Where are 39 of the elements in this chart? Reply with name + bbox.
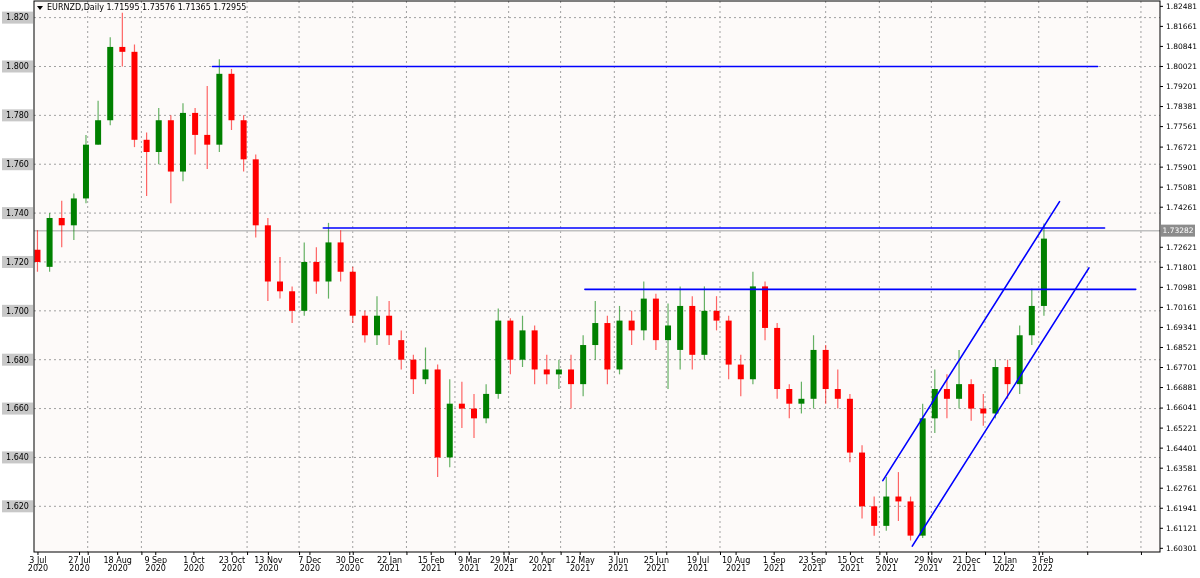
x-tick-label: 7 Dec 2020 [298, 555, 322, 574]
x-tick-label: 15 Oct 2021 [837, 555, 864, 574]
x-tick-label: 22 Jan 2021 [377, 555, 403, 574]
x-tick-label: 13 Nov 2020 [254, 555, 283, 574]
x-tick-label: 1 Sep 2021 [762, 555, 786, 574]
x-tick-label: 15 Feb 2021 [417, 555, 445, 574]
y-tick-label: 1.760 [6, 160, 29, 170]
x-tick-label: 23 Sep 2021 [798, 555, 827, 574]
x-tick-label: 12 Jan 2022 [992, 555, 1018, 574]
y-tick-label: 1.740 [6, 208, 29, 218]
x-tick-label: 25 Jun 2021 [643, 555, 670, 574]
y-tick-label: 1.660 [6, 404, 29, 414]
x-tick-label: 10 Aug 2021 [721, 555, 751, 574]
y-tick-label: 1.680 [6, 355, 29, 365]
y-tick-label: 1.720 [6, 257, 29, 267]
x-tick-label: 27 Jul 2020 [68, 555, 91, 574]
x-tick-label: 3 Jun 2021 [608, 555, 629, 574]
x-tick-label: 3 Feb 2022 [1031, 555, 1054, 574]
x-tick-label: 3 Jul 2020 [27, 555, 49, 574]
x-tick-label: 1 Oct 2020 [183, 555, 205, 574]
x-tick-label: 9 Mar 2021 [457, 555, 482, 574]
x-tick-label: 23 Oct 2020 [218, 555, 246, 574]
x-tick-label: 5 Nov 2021 [875, 555, 899, 574]
x-tick-label: 19 Jul 2021 [686, 555, 710, 574]
x-tick-label: 12 May 2021 [565, 555, 596, 574]
y-tick-label: 1.640 [6, 453, 29, 463]
y-tick-label: 1.800 [6, 62, 29, 72]
x-tick-label: 29 Mar 2021 [490, 555, 519, 574]
chart-title: EURNZD,Daily 1.71595 1.73576 1.71365 1.72955 [47, 3, 247, 12]
x-tick-label: 18 Aug 2020 [103, 555, 132, 574]
x-tick-label: 9 Sep 2020 [144, 555, 168, 574]
x-tick-label: 21 Dec 2021 [952, 555, 981, 574]
y-tick-label: 1.700 [6, 306, 29, 316]
y-tick-label: 1.620 [6, 502, 29, 512]
x-tick-label: 30 Dec 2020 [335, 555, 364, 574]
y-tick-label: 1.780 [6, 111, 29, 121]
x-tick-label: 29 Nov 2021 [914, 555, 943, 574]
y-tick-label: 1.820 [6, 13, 29, 23]
x-tick-label: 20 Apr 2021 [528, 555, 557, 574]
